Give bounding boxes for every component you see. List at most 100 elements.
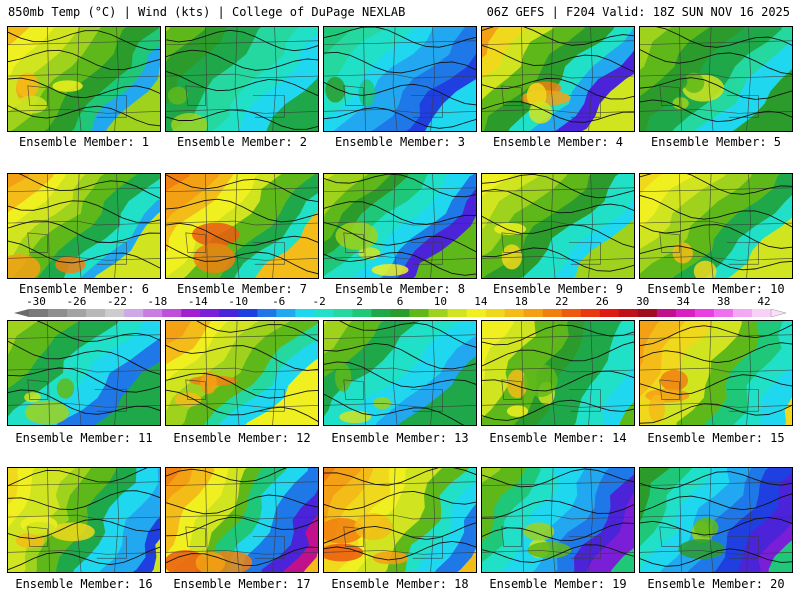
colorbar-tick-label: 10: [433, 295, 448, 308]
colorbar-swatch: [67, 309, 87, 317]
ensemble-member-caption: Ensemble Member: 15: [647, 431, 785, 445]
colorbar-swatch: [390, 309, 411, 317]
ensemble-member-caption: Ensemble Member: 7: [176, 282, 308, 296]
colorbar-tick-label: 14: [474, 295, 488, 308]
colorbar-tick-label: 34: [676, 295, 690, 308]
ensemble-member-caption: Ensemble Member: 16: [15, 577, 153, 591]
colorbar-swatch: [618, 309, 639, 317]
colorbar-swatch: [599, 309, 620, 317]
colorbar-tick-label: 26: [595, 295, 609, 308]
ensemble-member-map-17: [165, 467, 319, 573]
colorbar-tick-label: -10: [228, 295, 249, 308]
ensemble-member-caption: Ensemble Member: 20: [647, 577, 785, 591]
ensemble-member-caption: Ensemble Member: 5: [650, 135, 782, 149]
colorbar-swatch: [371, 309, 391, 317]
ensemble-member-map-18: [323, 467, 477, 573]
colorbar-tick-label: -14: [187, 295, 208, 308]
colorbar-swatch: [675, 309, 696, 317]
colorbar-tick-label: -2: [312, 295, 326, 308]
colorbar-swatch: [713, 309, 734, 317]
colorbar-swatch: [637, 309, 658, 317]
colorbar-swatch: [561, 309, 582, 317]
ensemble-member-caption: Ensemble Member: 6: [18, 282, 150, 296]
colorbar-tick-label: 6: [396, 295, 404, 308]
colorbar-tick-label: -26: [66, 295, 87, 308]
colorbar-swatch: [409, 309, 430, 317]
ensemble-member-map-13: [323, 320, 477, 426]
run-valid-time: 06Z GEFS | F204 Valid: 18Z SUN NOV 16 20…: [486, 5, 790, 19]
colorbar-swatch: [200, 309, 220, 317]
colorbar-swatch: [238, 309, 258, 317]
colorbar-swatch: [447, 309, 468, 317]
colorbar-swatch: [751, 309, 772, 317]
colorbar-tick-label: 22: [555, 295, 569, 308]
ensemble-member-map-10: [639, 173, 793, 279]
colorbar-swatch: [162, 309, 182, 317]
ensemble-member-map-9: [481, 173, 635, 279]
ensemble-member-map-2: [165, 26, 319, 132]
colorbar-swatch: [276, 309, 296, 317]
colorbar-swatch: [143, 309, 163, 317]
colorbar-tick-label: -30: [26, 295, 46, 308]
ensemble-member-caption: Ensemble Member: 2: [176, 135, 308, 149]
colorbar-swatch: [86, 309, 106, 317]
colorbar-swatch: [105, 309, 125, 317]
colorbar-swatch: [523, 309, 544, 317]
ensemble-member-caption: Ensemble Member: 4: [492, 135, 624, 149]
colorbar-swatch: [732, 309, 753, 317]
chart-title: 850mb Temp (°C) | Wind (kts) | College o…: [8, 5, 406, 19]
colorbar-tick-label: 2: [356, 295, 363, 308]
ensemble-member-caption: Ensemble Member: 17: [173, 577, 311, 591]
ensemble-member-caption: Ensemble Member: 3: [334, 135, 466, 149]
ensemble-member-caption: Ensemble Member: 10: [647, 282, 785, 296]
colorbar-tick-label: 18: [514, 295, 528, 308]
colorbar-swatch: [333, 309, 353, 317]
ensemble-member-map-1: [7, 26, 161, 132]
colorbar-swatch: [694, 309, 715, 317]
ensemble-member-caption: Ensemble Member: 19: [489, 577, 627, 591]
colorbar-tick-label: 38: [716, 295, 731, 308]
ensemble-member-caption: Ensemble Member: 1: [18, 135, 150, 149]
colorbar-swatch: [428, 309, 449, 317]
colorbar-tick-label: -18: [147, 295, 168, 308]
colorbar-left-arrow: [14, 309, 29, 317]
colorbar-swatch: [656, 309, 677, 317]
ensemble-member-caption: Ensemble Member: 12: [173, 431, 311, 445]
colorbar-swatch: [352, 309, 372, 317]
colorbar-swatch: [181, 309, 201, 317]
ensemble-member-map-3: [323, 26, 477, 132]
ensemble-member-map-5: [639, 26, 793, 132]
colorbar-swatch: [466, 309, 487, 317]
colorbar-swatch: [219, 309, 239, 317]
colorbar-tick-label: -22: [106, 295, 127, 308]
ensemble-member-map-4: [481, 26, 635, 132]
colorbar-swatch: [485, 309, 506, 317]
colorbar-swatch: [29, 309, 49, 317]
colorbar-swatch: [580, 309, 601, 317]
ensemble-member-map-20: [639, 467, 793, 573]
ensemble-member-caption: Ensemble Member: 14: [489, 431, 627, 445]
ensemble-member-map-8: [323, 173, 477, 279]
ensemble-member-map-7: [165, 173, 319, 279]
ensemble-member-map-16: [7, 467, 161, 573]
ensemble-member-caption: Ensemble Member: 9: [492, 282, 624, 296]
ensemble-member-caption: Ensemble Member: 13: [331, 431, 469, 445]
ensemble-member-caption: Ensemble Member: 8: [334, 282, 466, 296]
colorbar-swatch: [124, 309, 144, 317]
colorbar-swatch: [295, 309, 315, 317]
ensemble-member-map-6: [7, 173, 161, 279]
ensemble-member-map-12: [165, 320, 319, 426]
colorbar-swatch: [542, 309, 563, 317]
ensemble-member-map-11: [7, 320, 161, 426]
ensemble-member-map-14: [481, 320, 635, 426]
ensemble-member-map-15: [639, 320, 793, 426]
ensemble-member-map-19: [481, 467, 635, 573]
ensemble-member-caption: Ensemble Member: 18: [331, 577, 469, 591]
ensemble-member-caption: Ensemble Member: 11: [15, 431, 153, 445]
temperature-colorbar: [14, 308, 786, 318]
colorbar-swatch: [314, 309, 334, 317]
colorbar-tick-label: 42: [757, 295, 771, 308]
colorbar-tick-label: -6: [272, 295, 286, 308]
colorbar-tick-label: 30: [636, 295, 650, 308]
colorbar-swatch: [257, 309, 277, 317]
